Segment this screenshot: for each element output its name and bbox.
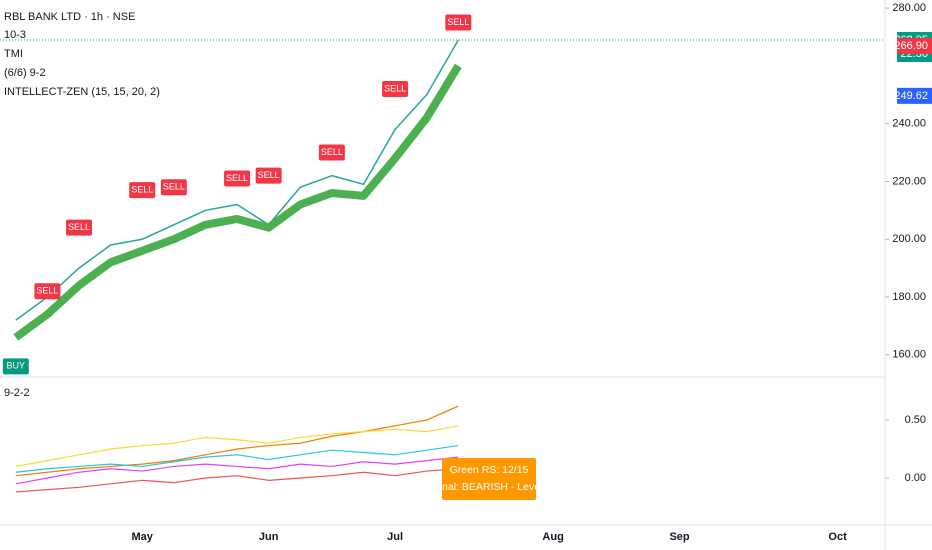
series-line (15, 468, 459, 493)
series-line (15, 425, 459, 468)
status-text: Signal: BEARISH - Level 1 (427, 481, 551, 493)
status-text: Green RS: 12/15 (450, 464, 529, 476)
signal-badge (224, 170, 251, 187)
signal-text: SELL (384, 83, 406, 93)
signal-text: SELL (68, 222, 90, 232)
y-tick-label: 180.00 (892, 291, 926, 303)
symbol-title: RBL BANK LTD · 1h · NSE (4, 11, 135, 23)
signal-badge (255, 167, 282, 184)
y-tick-label: 240.00 (892, 118, 926, 130)
signal-badge (160, 179, 187, 196)
signal-text: SELL (163, 182, 185, 192)
x-tick-label: Aug (542, 531, 563, 543)
y-tick-label: 0.00 (905, 472, 926, 484)
indicator-label: INTELLECT-ZEN (15, 15, 20, 2) (4, 86, 160, 98)
series-line (15, 456, 459, 485)
signal-badge (445, 14, 472, 31)
y-tick-label: 220.00 (892, 175, 926, 187)
series-line (13, 63, 462, 341)
price-tag-label: 249.62 (894, 90, 928, 102)
signal-text: SELL (447, 17, 469, 27)
signal-text: SELL (36, 286, 58, 296)
x-tick-label: Sep (669, 531, 689, 543)
price-tag (897, 87, 932, 104)
y-tick-label: 200.00 (892, 233, 926, 245)
indicator-label: (6/6) 9-2 (4, 67, 46, 79)
signal-badge (129, 182, 156, 199)
signal-badge (318, 144, 345, 161)
series-line (15, 39, 459, 321)
price-tag (897, 37, 932, 54)
y-tick-label: 160.00 (892, 349, 926, 361)
signal-text: SELL (258, 170, 280, 180)
series-line (15, 405, 459, 477)
signal-badge (66, 219, 93, 236)
status-box (442, 458, 536, 501)
signal-text: SELL (131, 184, 153, 194)
price-tag-label: 266.90 (894, 40, 928, 52)
x-tick-label: May (132, 531, 154, 543)
x-tick-label: Jul (387, 531, 403, 543)
indicator-label: TMI (4, 48, 23, 60)
y-tick-label: 0.50 (905, 414, 926, 426)
indicator-label: 10-3 (4, 29, 26, 41)
pane-title: 9-2-2 (4, 387, 30, 399)
signal-badge (34, 283, 61, 300)
signal-badge (382, 80, 409, 97)
signal-text: SELL (321, 147, 343, 157)
signal-badge (2, 358, 29, 375)
x-tick-label: Oct (828, 531, 847, 543)
y-tick-label: 280.00 (892, 2, 926, 14)
signal-text: SELL (226, 173, 248, 183)
signal-text: BUY (7, 361, 26, 371)
x-tick-label: Jun (259, 531, 279, 543)
series-line (15, 444, 459, 473)
